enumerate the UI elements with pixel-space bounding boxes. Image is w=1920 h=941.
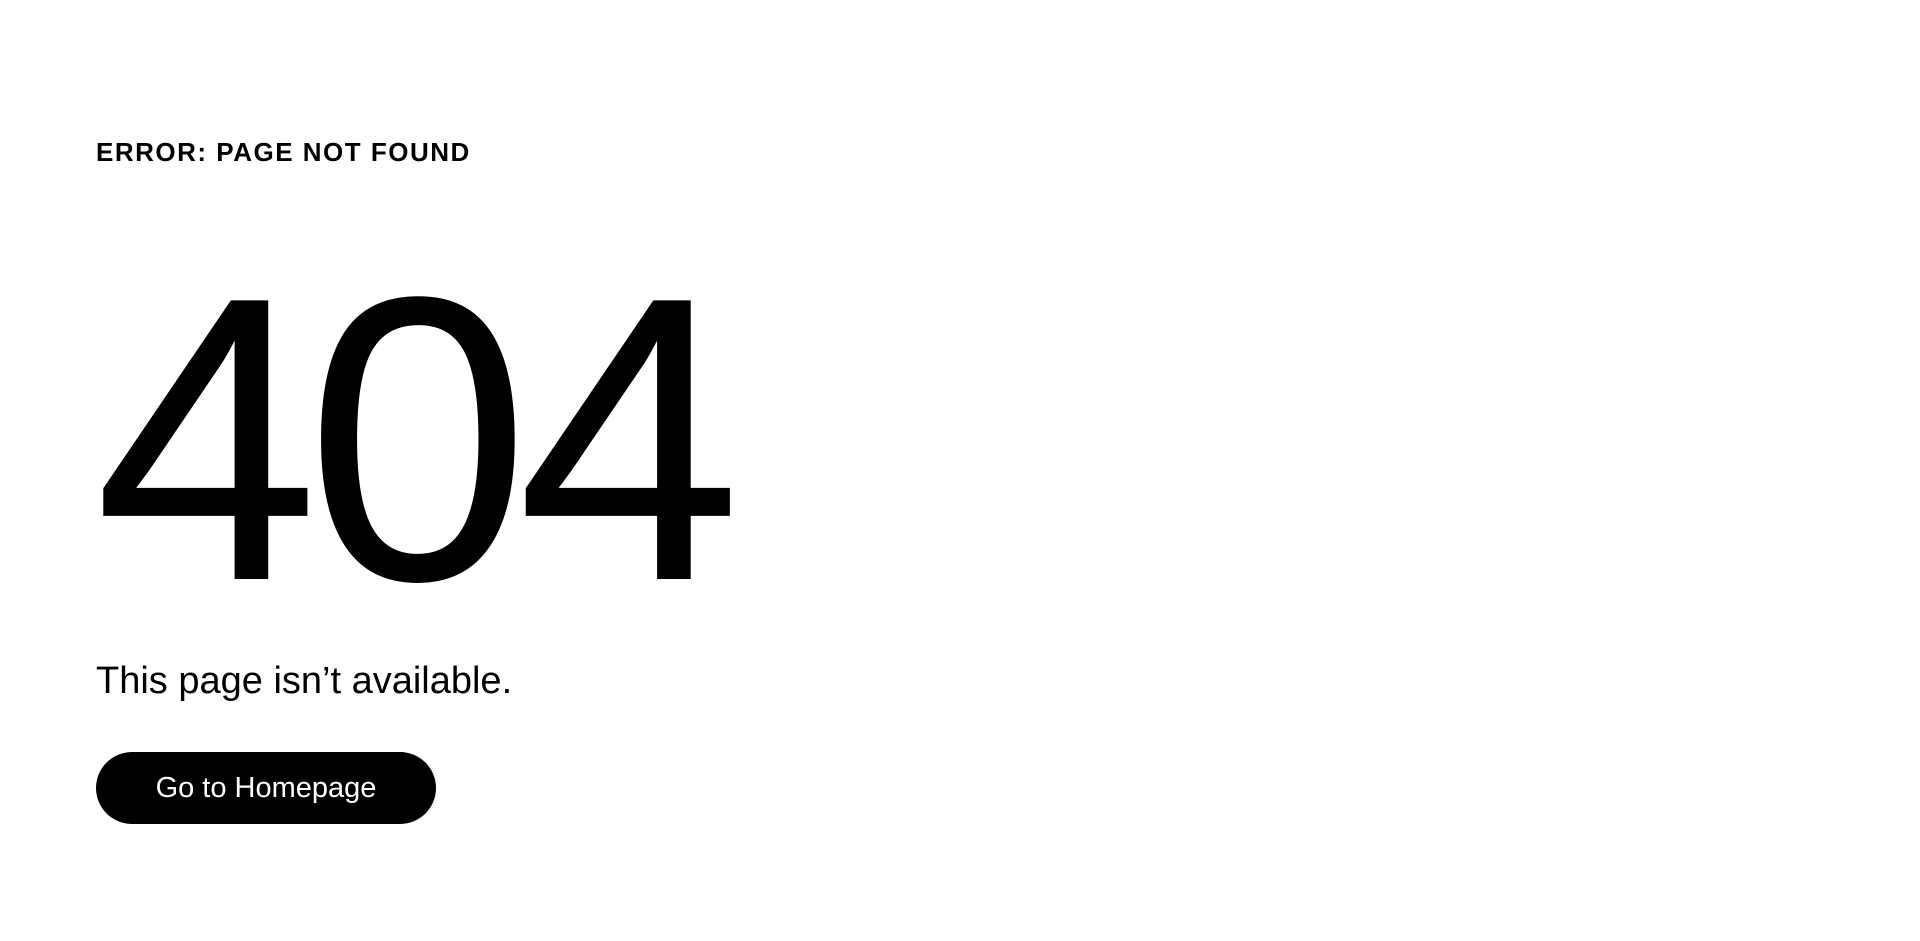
error-message: This page isn’t available.	[96, 660, 513, 702]
go-to-homepage-label: Go to Homepage	[155, 771, 377, 804]
error-code: 404	[94, 212, 742, 665]
error-eyebrow: ERROR: PAGE NOT FOUND	[96, 137, 471, 167]
go-to-homepage-button[interactable]: Go to Homepage	[96, 752, 436, 824]
